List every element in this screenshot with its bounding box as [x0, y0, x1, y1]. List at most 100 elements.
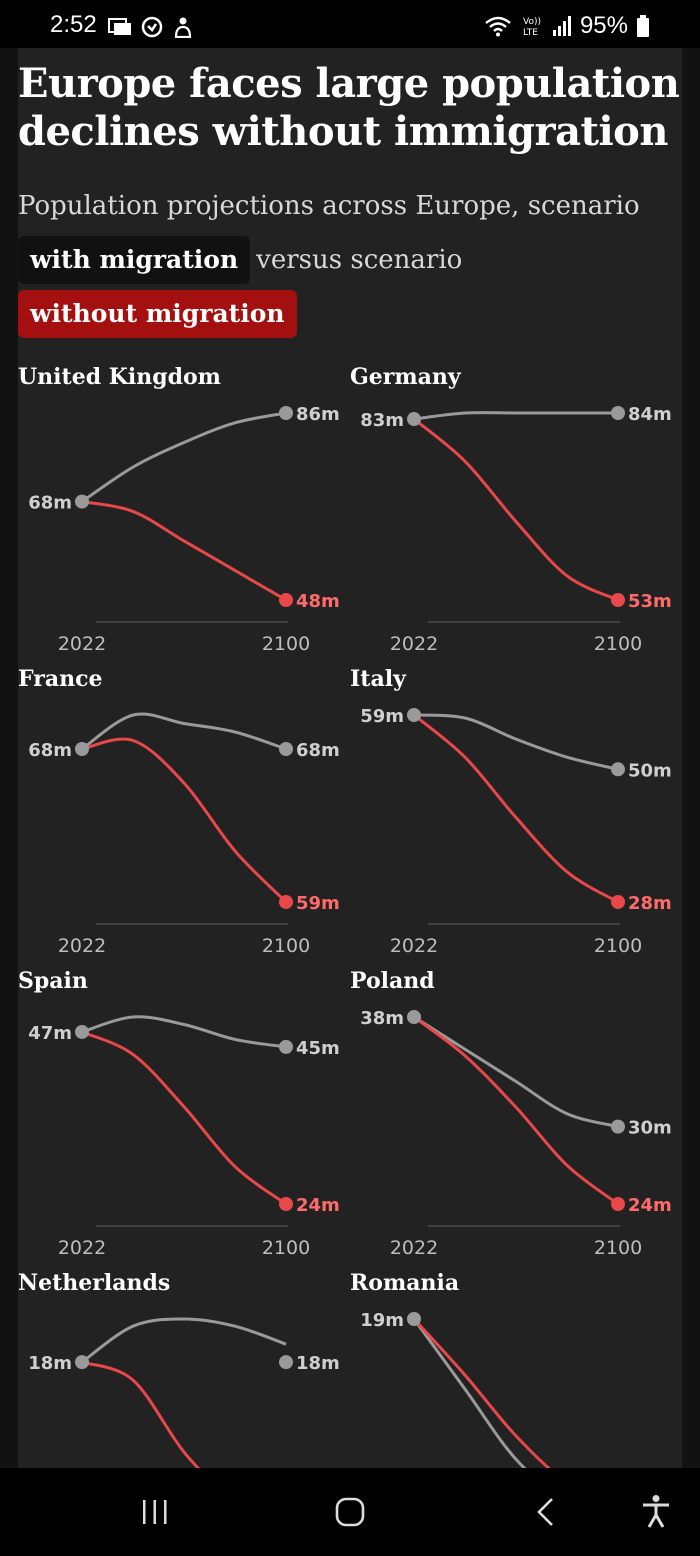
spain-with-migration-line — [81, 1015, 287, 1049]
spain-x-tick-start: 2022 — [58, 1237, 106, 1259]
netherlands-title: Netherlands — [18, 1270, 170, 1296]
france-without-migration-end-label: 59m — [296, 893, 340, 914]
poland-title: Poland — [350, 968, 435, 994]
germany-without-migration-line — [413, 417, 619, 602]
germany-with-migration-end-label: 84m — [628, 404, 672, 425]
poland-with-migration-end-label: 30m — [628, 1118, 672, 1139]
united-kingdom-without-migration-end-point — [279, 593, 293, 607]
svg-text:Vo)): Vo)) — [523, 17, 541, 27]
italy-without-migration-end-label: 28m — [628, 893, 672, 914]
united-kingdom-x-tick-start: 2022 — [58, 633, 106, 655]
germany-without-migration-end-label: 53m — [628, 591, 672, 612]
united-kingdom-with-migration-line — [81, 411, 287, 503]
article-panel: Europe faces large population declines w… — [18, 48, 682, 1468]
poland-start-label: 38m — [360, 1008, 404, 1029]
germany-x-tick-start: 2022 — [390, 633, 438, 655]
recent-apps-icon[interactable] — [140, 1498, 170, 1526]
netherlands-with-migration-end-label: 18m — [296, 1353, 340, 1374]
poland-without-migration-line — [413, 1015, 619, 1206]
back-icon[interactable] — [534, 1496, 558, 1528]
italy-x-tick-end: 2100 — [594, 935, 642, 957]
germany-start-point — [407, 412, 421, 427]
romania-start-label: 19m — [360, 1310, 404, 1331]
status-bar: 2:52 Vo)) LTE 95% — [0, 0, 700, 48]
romania-start-point — [407, 1312, 421, 1326]
united-kingdom-start-label: 68m — [28, 493, 72, 514]
battery-icon — [637, 15, 649, 37]
germany-title: Germany — [350, 364, 462, 390]
battery-percent: 95% — [579, 12, 628, 39]
germany-with-migration-end-point — [611, 406, 625, 420]
spain-with-migration-end-point — [279, 1039, 293, 1054]
france-x-tick-end: 2100 — [262, 935, 310, 957]
romania-without-migration-line — [412, 1317, 551, 1468]
svg-text:LTE: LTE — [523, 28, 538, 38]
spain-x-tick-end: 2100 — [262, 1237, 310, 1259]
germany-with-migration-line — [413, 411, 618, 421]
signal-icon — [552, 16, 571, 36]
wifi-icon — [485, 16, 511, 37]
poland-x-tick-end: 2100 — [594, 1237, 642, 1259]
status-time: 2:52 — [50, 11, 97, 38]
italy-start-point — [407, 708, 421, 722]
united-kingdom-without-migration-end-label: 48m — [296, 591, 340, 612]
netherlands-with-migration-end-point — [279, 1355, 293, 1370]
italy-title: Italy — [350, 666, 407, 692]
poland-with-migration-end-point — [611, 1119, 625, 1134]
netherlands-start-label: 18m — [28, 1353, 72, 1374]
romania-with-migration-line — [412, 1318, 527, 1468]
united-kingdom-start-point — [75, 494, 89, 509]
spain-start-point — [75, 1024, 89, 1039]
italy-start-label: 59m — [360, 706, 404, 727]
italy-with-migration-end-point — [611, 762, 625, 777]
france-with-migration-end-label: 68m — [296, 740, 340, 761]
italy-with-migration-end-label: 50m — [628, 760, 672, 781]
with-migration-pill: with migration — [18, 236, 251, 284]
navigation-bar — [0, 1468, 700, 1556]
spain-title: Spain — [18, 968, 88, 994]
united-kingdom-title: United Kingdom — [18, 364, 221, 390]
france-with-migration-end-point — [279, 742, 293, 756]
france-title: France — [18, 666, 102, 692]
poland-start-point — [407, 1010, 421, 1024]
headline-line-2: declines without immigration — [18, 108, 668, 155]
netherlands-start-point — [75, 1355, 89, 1370]
spain-with-migration-end-label: 45m — [296, 1038, 340, 1059]
romania-title: Romania — [350, 1270, 459, 1296]
france-x-tick-start: 2022 — [58, 935, 106, 957]
france-without-migration-line — [81, 737, 288, 904]
united-kingdom-with-migration-end-label: 86m — [296, 404, 340, 425]
italy-x-tick-start: 2022 — [390, 935, 438, 957]
without-migration-pill: without migration — [18, 290, 297, 338]
headline: Europe faces large population declines w… — [18, 60, 682, 156]
poland-with-migration-line — [413, 1015, 619, 1129]
standfirst-line-3: without migration — [18, 287, 682, 341]
shield-icon — [141, 16, 163, 38]
standfirst-line-2: with migration versus scenario — [18, 233, 682, 287]
spain-without-migration-line — [81, 1030, 287, 1206]
status-icons-left — [108, 16, 192, 38]
france-with-migration-line — [81, 712, 287, 751]
person-icon — [174, 17, 192, 38]
status-icons-right: Vo)) LTE 95% — [484, 12, 650, 40]
spain-without-migration-end-label: 24m — [296, 1195, 340, 1216]
italy-without-migration-line — [413, 713, 619, 904]
netherlands-with-migration-line — [81, 1317, 287, 1364]
accessibility-icon[interactable] — [640, 1494, 672, 1528]
gallery-icon — [108, 18, 131, 35]
italy-with-migration-line — [413, 713, 619, 771]
italy-without-migration-end-point — [611, 895, 625, 909]
poland-without-migration-end-point — [611, 1197, 625, 1211]
poland-without-migration-end-label: 24m — [628, 1195, 672, 1216]
united-kingdom-x-tick-end: 2100 — [262, 633, 310, 655]
volte-icon: Vo))LTE — [523, 17, 541, 38]
spain-start-label: 47m — [28, 1023, 72, 1044]
headline-line-1: Europe faces large population — [18, 60, 680, 107]
netherlands-without-migration-line — [81, 1360, 200, 1468]
germany-x-tick-end: 2100 — [594, 633, 642, 655]
home-icon[interactable] — [334, 1496, 366, 1528]
small-multiples-chart: United Kingdom 2022 2100 68m 86m 48m Germany 20… — [18, 364, 672, 1468]
poland-x-tick-start: 2022 — [390, 1237, 438, 1259]
france-start-label: 68m — [28, 740, 72, 761]
united-kingdom-with-migration-end-point — [279, 406, 293, 420]
